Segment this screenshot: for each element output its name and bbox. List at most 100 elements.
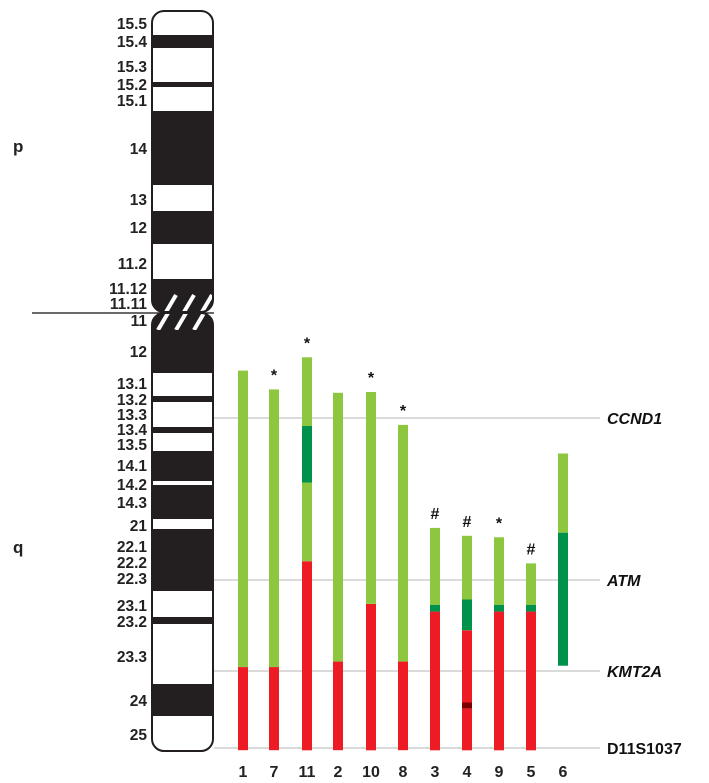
lane-10: * 10 — [362, 370, 380, 781]
lane-label: 7 — [270, 764, 279, 781]
segment-dark-green — [302, 426, 312, 483]
lane-mark: # — [527, 541, 536, 558]
band-label: 15.4 — [117, 34, 148, 51]
band-label: 15.3 — [117, 59, 148, 76]
q-stalk-hatching — [156, 313, 206, 332]
lane-4: #4 — [462, 514, 472, 781]
lane-mark: * — [400, 403, 407, 420]
band-q12 — [152, 330, 213, 373]
segment-red — [526, 611, 536, 751]
segment-light-green — [526, 563, 536, 605]
marker-label-d11s1037: D11S1037 — [607, 741, 682, 758]
marker-label-atm: ATM — [606, 573, 641, 590]
segment-dark-green — [430, 604, 440, 612]
segment-light-green — [333, 392, 343, 662]
band-label: 11.12 — [109, 281, 147, 298]
segment-red — [366, 604, 376, 751]
band-labels: 15.5 15.4 15.3 15.2 15.1 14 13 12 11.2 1… — [109, 16, 147, 744]
band-label: 13.4 — [117, 422, 148, 439]
band-label: 12 — [130, 220, 147, 237]
lane-label: 10 — [362, 764, 380, 781]
band-label: 24 — [130, 693, 148, 710]
marker-label-kmt2a: KMT2A — [607, 664, 662, 681]
band-label: 15.1 — [117, 93, 148, 110]
lane-label: 5 — [527, 764, 536, 781]
marker-label-ccnd1: CCND1 — [607, 411, 662, 428]
band-label: 21 — [130, 518, 148, 535]
lane-mark: * — [368, 370, 375, 387]
band-q13-4 — [152, 427, 213, 433]
lane-label: 6 — [559, 764, 568, 781]
lane-mark: * — [496, 515, 503, 532]
band-q14-3 — [152, 485, 213, 519]
segment-light-green — [238, 370, 248, 668]
lane-9: *9 — [494, 515, 504, 781]
band-label: 14 — [130, 141, 148, 158]
band-label: 22.2 — [117, 555, 147, 572]
segment-red — [462, 630, 472, 703]
segment-light-green — [269, 389, 279, 668]
segment-red — [333, 661, 343, 751]
lane-label: 3 — [431, 764, 440, 781]
segment-red — [462, 708, 472, 751]
segment-light-green — [302, 357, 312, 426]
band-q24 — [152, 684, 213, 716]
segment-dark-green — [558, 532, 568, 666]
lane-8: *8 — [398, 403, 408, 781]
band-p15-2 — [152, 82, 213, 87]
lane-7: *7 — [269, 367, 279, 781]
arm-label-q: q — [13, 538, 23, 557]
band-label: 23.3 — [117, 649, 148, 666]
lane-label: 8 — [399, 764, 408, 781]
lane-label: 1 — [239, 764, 248, 781]
lane-label: 2 — [334, 764, 343, 781]
band-q23-2 — [152, 617, 213, 624]
lane-2: 2 — [333, 392, 343, 781]
segment-red — [398, 661, 408, 751]
lane-label: 9 — [495, 764, 504, 781]
segment-dark-red — [462, 702, 472, 709]
band-p14 — [152, 111, 213, 185]
arm-label-p: p — [13, 137, 23, 156]
band-label: 15.5 — [117, 16, 148, 33]
band-label: 11.11 — [110, 296, 147, 313]
chromosome-ideogram — [151, 10, 214, 752]
lane-mark: * — [304, 335, 311, 352]
band-label: 13.3 — [117, 407, 148, 424]
band-label: 11.2 — [118, 256, 147, 273]
band-label: 12 — [130, 344, 147, 361]
lane-mark: * — [271, 367, 278, 384]
lane-1: 1 — [238, 370, 248, 781]
band-label: 14.1 — [117, 458, 148, 475]
lane-mark: # — [431, 506, 440, 523]
band-label: 23.1 — [117, 598, 148, 615]
q-arm — [152, 313, 213, 751]
band-label: 11 — [131, 313, 148, 330]
segment-light-green — [494, 537, 504, 605]
band-label: 14.3 — [117, 495, 148, 512]
band-label: 23.2 — [117, 614, 147, 631]
lane-6: 6 — [558, 453, 568, 781]
band-label: 13.5 — [117, 437, 148, 454]
lane-3: #3 — [430, 506, 440, 781]
band-label: 13.2 — [117, 392, 147, 409]
segment-dark-green — [526, 604, 536, 612]
deletion-lanes: 1*7*11 2*10*8#3#4*9#5 6 — [238, 335, 568, 781]
lane-mark: # — [463, 514, 472, 531]
segment-red — [430, 611, 440, 751]
band-q14-1 — [152, 451, 213, 481]
segment-red — [494, 611, 504, 751]
lane-11: * 11 — [299, 335, 316, 781]
q-arm-outline — [151, 312, 214, 752]
lane-5: #5 — [526, 541, 536, 781]
band-label: 25 — [130, 727, 148, 744]
band-label: 13 — [130, 192, 148, 209]
band-q13-2 — [152, 396, 213, 402]
band-label: 22.1 — [117, 539, 148, 556]
band-p15-4 — [152, 35, 213, 48]
segment-light-green — [558, 453, 568, 533]
segment-dark-green — [494, 604, 504, 612]
segment-red — [238, 667, 248, 751]
band-label: 13.1 — [117, 376, 148, 393]
